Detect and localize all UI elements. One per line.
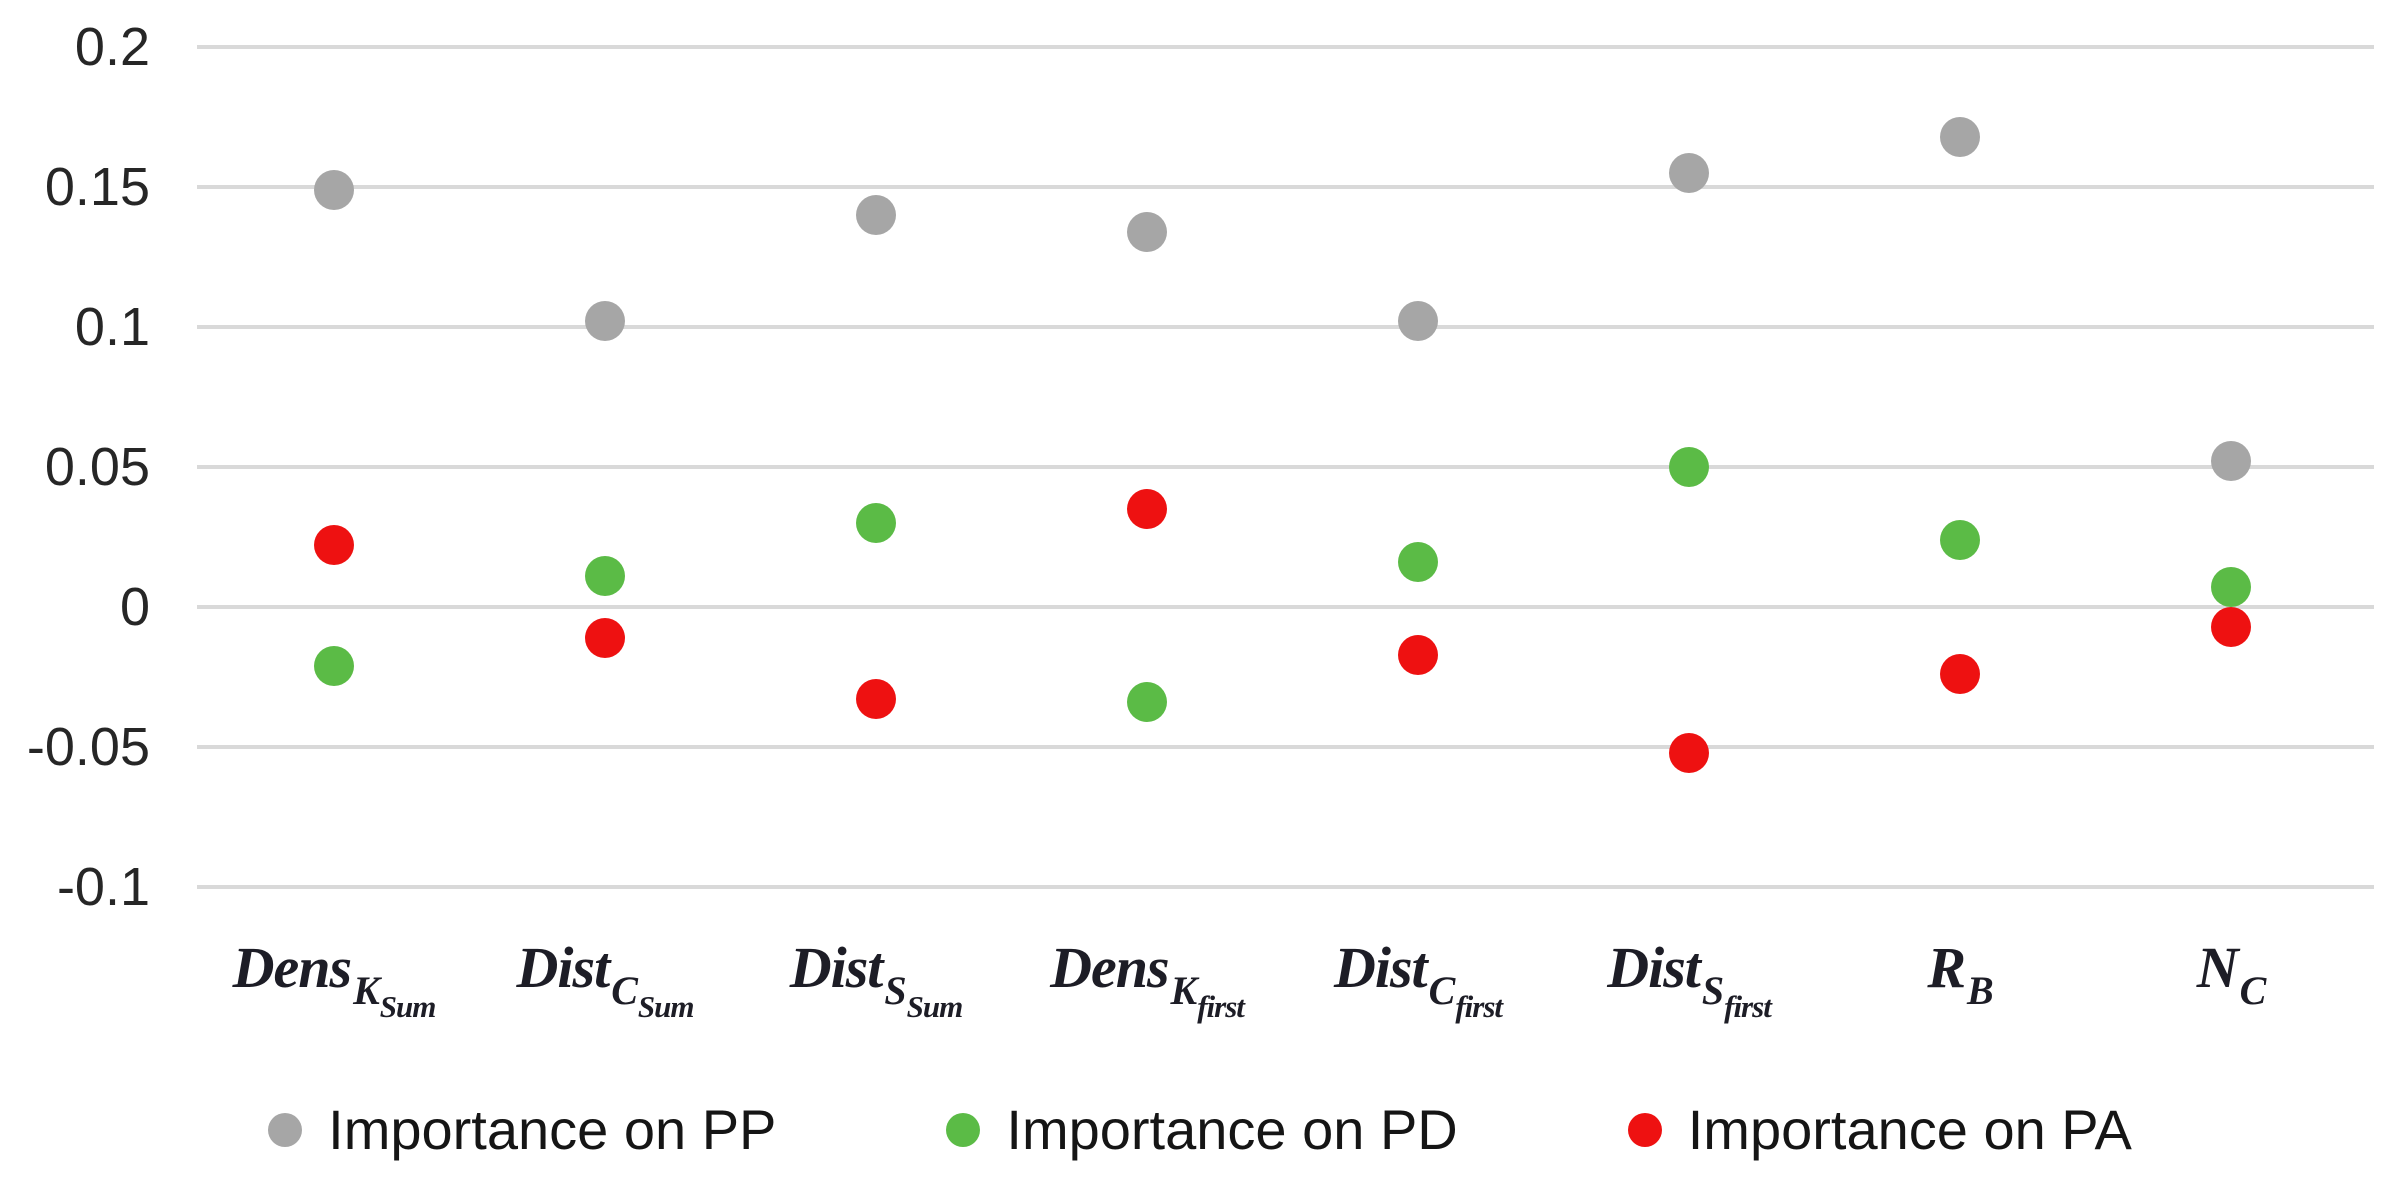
x-axis-label-N_C: NC: [2071, 934, 2391, 1013]
data-point-pd-Dist_S_first: [1669, 447, 1709, 487]
x-axis-label-Dens_K_first: DensKfirst: [987, 934, 1307, 1024]
x-label-base: Dist: [1607, 935, 1701, 1000]
legend-item-pp: Importance on PP: [268, 1102, 776, 1158]
x-label-subscript: K: [353, 968, 380, 1013]
x-label-subsubscript: Sum: [379, 989, 437, 1024]
gridline--0.1: [197, 885, 2374, 889]
data-point-pp-Dist_C_first: [1398, 301, 1438, 342]
x-label-subsubscript: first: [1197, 989, 1245, 1024]
data-point-pd-Dist_C_Sum: [585, 556, 625, 597]
x-label-base: Dist: [516, 935, 611, 1000]
data-point-pd-Dens_K_Sum: [314, 645, 354, 686]
x-label-subscript: B: [1967, 968, 1994, 1013]
x-axis-label-Dist_S_first: DistSfirst: [1529, 934, 1849, 1024]
legend-label-pp: Importance on PP: [328, 1098, 777, 1161]
x-axis-label-Dist_C_Sum: DistCSum: [445, 934, 765, 1024]
gridline-0.05: [197, 465, 2374, 469]
gridline-0.2: [197, 45, 2374, 49]
data-point-pa-Dist_S_Sum: [856, 679, 896, 720]
x-label-subscript: K: [1170, 968, 1198, 1013]
x-axis-label-Dist_C_first: DistCfirst: [1258, 934, 1578, 1024]
data-point-pp-R_B: [1940, 116, 1980, 157]
x-label-subsubscript: first: [1455, 989, 1503, 1024]
x-label-subscript: C: [1428, 968, 1456, 1013]
x-label-subsubscript: Sum: [906, 989, 964, 1024]
x-label-base: R: [1927, 935, 1966, 1000]
data-point-pd-Dist_S_Sum: [856, 503, 896, 543]
data-point-pd-R_B: [1940, 519, 1980, 560]
data-point-pp-Dist_S_Sum: [856, 195, 896, 235]
gridline-0: [197, 605, 2374, 609]
data-point-pp-Dist_S_first: [1669, 153, 1709, 193]
data-point-pd-N_C: [2211, 567, 2251, 608]
x-axis-label-Dist_S_Sum: DistSSum: [716, 934, 1036, 1024]
x-label-subscript: S: [1701, 968, 1724, 1013]
legend-marker-pa-icon: [1627, 1113, 1662, 1147]
gridline--0.05: [197, 745, 2374, 749]
x-label-subsubscript: Sum: [637, 989, 695, 1024]
data-point-pp-Dens_K_Sum: [314, 169, 354, 210]
data-point-pp-N_C: [2211, 441, 2251, 482]
data-point-pp-Dens_K_first: [1127, 211, 1167, 252]
gridline-0.15: [197, 185, 2374, 189]
legend-item-pd: Importance on PD: [946, 1098, 1458, 1161]
y-axis-tick-0.2: 0.2: [74, 17, 150, 77]
legend: Importance on PP Importance on PD Import…: [0, 1088, 2400, 1172]
data-point-pa-Dens_K_Sum: [314, 525, 354, 566]
data-point-pd-Dens_K_first: [1127, 682, 1167, 723]
data-point-pa-Dist_C_Sum: [585, 617, 625, 658]
legend-marker-pd-icon: [946, 1113, 981, 1147]
legend-label-pd: Importance on PD: [1006, 1098, 1458, 1161]
y-axis-tick-0.1: 0.1: [74, 297, 150, 357]
x-axis-label-Dens_K_Sum: DensKSum: [174, 934, 494, 1024]
x-label-base: Dens: [232, 935, 352, 1000]
data-point-pa-N_C: [2211, 606, 2251, 647]
x-label-subsubscript: first: [1724, 989, 1772, 1024]
legend-marker-pp-icon: [268, 1113, 303, 1147]
data-point-pa-Dist_C_first: [1398, 634, 1438, 675]
x-label-subscript: C: [611, 968, 638, 1013]
y-axis-tick--0.05: -0.05: [26, 717, 150, 777]
y-axis-tick-0: 0: [119, 577, 150, 637]
data-point-pa-R_B: [1940, 654, 1980, 695]
x-label-base: Dens: [1050, 935, 1169, 1000]
data-point-pp-Dist_C_Sum: [585, 301, 625, 342]
data-point-pd-Dist_C_first: [1398, 542, 1438, 583]
y-axis-tick--0.1: -0.1: [56, 857, 150, 917]
x-label-subscript: C: [2239, 968, 2267, 1013]
legend-item-pa: Importance on PA: [1627, 1098, 2132, 1161]
x-axis-label-R_B: RB: [1800, 934, 2120, 1013]
x-label-base: N: [2196, 935, 2239, 1000]
y-axis-tick-0.15: 0.15: [44, 157, 150, 217]
gridline-0.1: [197, 325, 2374, 329]
y-axis-tick-0.05: 0.05: [44, 437, 150, 497]
data-point-pa-Dens_K_first: [1127, 489, 1167, 529]
x-label-subscript: S: [884, 968, 906, 1013]
legend-label-pa: Importance on PA: [1687, 1098, 2132, 1161]
data-point-pa-Dist_S_first: [1669, 732, 1709, 773]
x-label-base: Dist: [1333, 935, 1428, 1000]
x-label-base: Dist: [789, 935, 884, 1000]
